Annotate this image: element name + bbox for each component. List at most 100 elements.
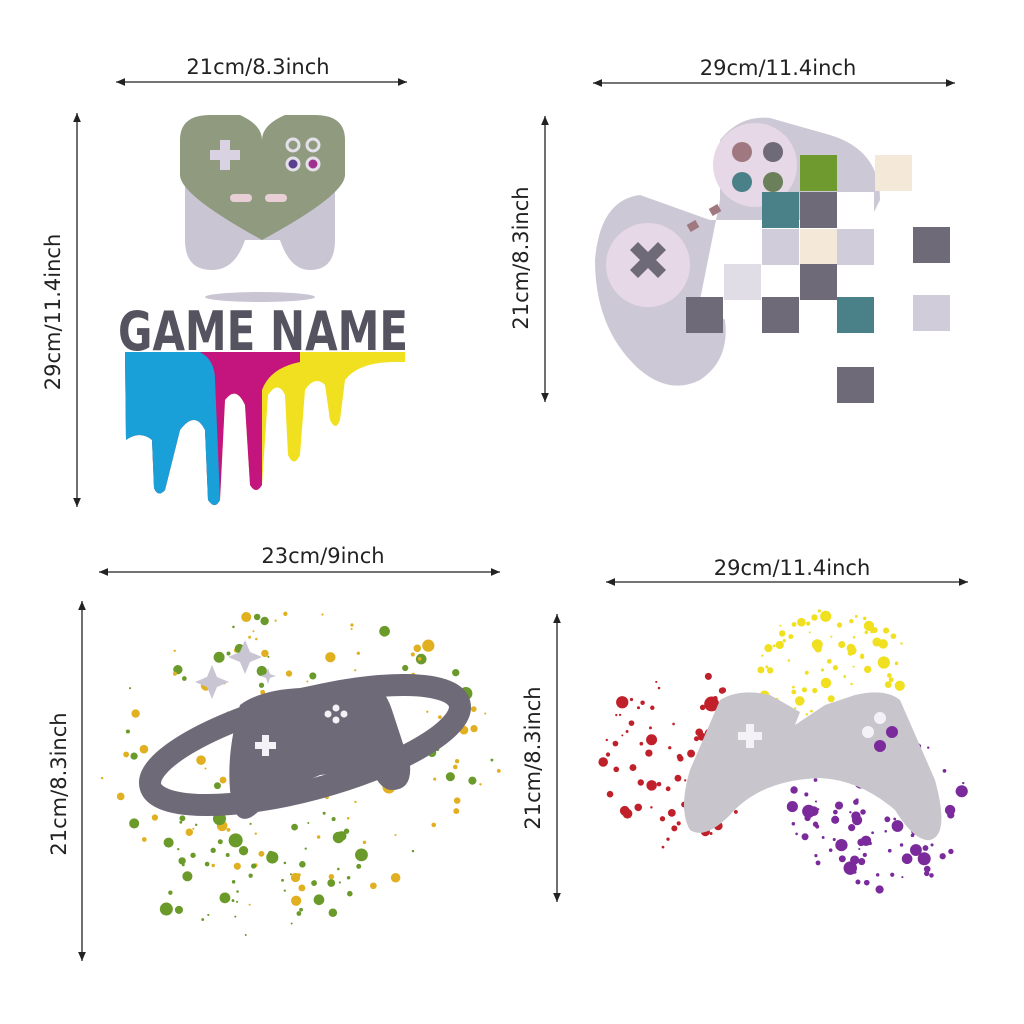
splatter-dot	[779, 624, 782, 627]
splatter-dot	[836, 622, 843, 628]
splatter-dot	[304, 847, 307, 850]
splatter-dot	[929, 873, 934, 878]
splatter-dot	[261, 649, 269, 658]
splatter-dot	[322, 811, 326, 815]
splatter-dot	[431, 822, 437, 828]
splatter-dot	[327, 879, 336, 887]
button	[285, 156, 301, 172]
splatter-dot	[779, 630, 786, 637]
splatter-dot	[248, 903, 251, 906]
splatter-dot	[659, 816, 666, 822]
splatter-dot	[336, 831, 347, 841]
start-button	[265, 194, 287, 202]
splatter-dot	[894, 680, 905, 691]
button	[763, 142, 783, 162]
splatter-dot	[832, 665, 839, 671]
splatter-dot	[192, 827, 195, 830]
splatter-dot	[182, 871, 193, 882]
splatter-dot	[484, 712, 487, 715]
height-label: 29cm/11.4inch	[41, 234, 65, 391]
splatter-dot	[438, 715, 442, 719]
splatter-dot	[598, 757, 608, 767]
splatter-dot	[253, 613, 261, 621]
splatter-dot	[316, 835, 321, 839]
button	[305, 137, 321, 153]
splatter-dot	[163, 837, 174, 848]
splatter-dot	[871, 831, 874, 835]
splatter-dot	[179, 820, 183, 824]
splatter-dot	[174, 905, 184, 914]
splatter-dot	[211, 863, 215, 868]
splatter-dot	[832, 837, 836, 842]
splatter-dot	[177, 847, 180, 851]
splatter-dot	[853, 870, 857, 874]
splatter-dot	[893, 817, 897, 821]
splatter-dot	[661, 845, 665, 849]
splatter-dot	[426, 710, 429, 713]
pixel	[724, 229, 761, 265]
splatter-dot	[168, 890, 173, 895]
splatter-dot	[636, 706, 641, 710]
splatter-dot	[338, 881, 341, 884]
button	[732, 172, 752, 192]
splatter-dot	[871, 627, 878, 634]
splatter-dot	[855, 798, 859, 802]
pixel	[837, 229, 874, 265]
game-name-text: GAME NAME	[118, 300, 408, 363]
splatter-dot	[616, 696, 629, 709]
splatter-dot	[922, 845, 929, 851]
splatter-dot	[291, 823, 298, 831]
splatter-dot	[891, 820, 904, 832]
splatter-dot	[890, 872, 895, 877]
splatter-dot	[178, 857, 186, 865]
splatter-dot	[226, 827, 231, 832]
splatter-dot	[289, 873, 292, 876]
splatter-dot	[814, 854, 818, 858]
splatter-dot	[618, 713, 622, 717]
splatter-dot	[923, 865, 931, 873]
splatter-dot	[226, 651, 231, 656]
splatter-dot	[236, 836, 239, 839]
splatter-dot	[910, 833, 915, 838]
splatter-dot	[656, 781, 662, 787]
controller-body	[684, 692, 942, 841]
splatter-dot	[901, 876, 904, 879]
splatter-dot	[699, 704, 706, 711]
button	[332, 716, 340, 724]
splatter-dot	[859, 654, 865, 660]
splatter-dot	[258, 682, 265, 688]
button	[732, 142, 752, 162]
splatter-dot	[313, 894, 325, 906]
splatter-dot	[606, 790, 614, 798]
splatter-dot	[827, 695, 835, 703]
splatter-dot	[832, 809, 838, 815]
splatter-dot	[306, 680, 309, 683]
splatter-dot	[801, 687, 808, 693]
splatter-dot	[172, 671, 177, 676]
splatter-dot	[470, 724, 478, 733]
splatter-dot	[684, 779, 687, 782]
splatter-dot	[356, 651, 361, 655]
splatter-dot	[880, 660, 887, 666]
splatter-dot	[343, 828, 350, 834]
height-label: 21cm/8.3inch	[509, 186, 533, 329]
splatter-dot	[849, 811, 852, 814]
splatter-dot	[884, 681, 892, 689]
splatter-dot	[801, 833, 809, 841]
splatter-dot	[290, 922, 293, 925]
splatter-dot	[337, 867, 340, 871]
splatter-dot	[883, 627, 890, 634]
splatter-dot	[854, 614, 858, 618]
pixel	[762, 229, 799, 265]
splatter-dot	[646, 734, 658, 746]
splatter-dot	[828, 848, 833, 852]
splatter-dot	[207, 913, 210, 917]
splatter-dot	[248, 873, 253, 878]
splatter-dot	[948, 848, 954, 855]
splatter-dot	[252, 630, 255, 633]
splatter-dot	[942, 769, 947, 773]
dpad	[210, 140, 240, 170]
splatter-dot	[248, 635, 252, 639]
splatter-dot	[637, 779, 644, 786]
